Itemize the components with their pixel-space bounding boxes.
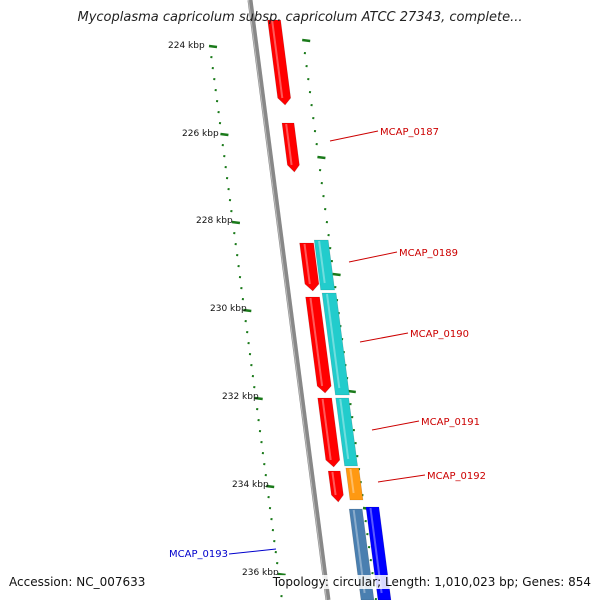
- inner-tick: [332, 272, 341, 277]
- gene-label: MCAP_0187: [380, 127, 439, 138]
- gene-red-arrow-4: [305, 296, 332, 394]
- length-value: 1,010,023 bp;: [434, 575, 519, 589]
- accession-info: Accession: NC_007633: [9, 575, 146, 589]
- gene-cyan-2: [321, 292, 350, 396]
- accession-value: NC_007633: [76, 575, 146, 589]
- map-title: Mycoplasma capricolum subsp. capricolum …: [77, 10, 523, 25]
- gene-label: MCAP_0192: [427, 471, 486, 482]
- gene-label-leader: [329, 130, 379, 142]
- gene-orange-1-highlight: [349, 468, 355, 494]
- genes-label: Genes:: [522, 575, 565, 589]
- gene-label-leader: [377, 474, 426, 483]
- backbone-line: [247, 0, 331, 600]
- gene-label-leader: [371, 420, 420, 431]
- length-label: Length:: [385, 575, 431, 589]
- gene-cyan-1-highlight: [318, 240, 326, 284]
- gene-red-arrow-1: [267, 19, 292, 106]
- inner-tick: [347, 389, 356, 394]
- gene-red-arrow-5-highlight: [321, 398, 332, 461]
- genes-value: 854: [568, 575, 591, 589]
- gene-red-arrow-6: [327, 470, 344, 503]
- gene-red-arrow-3: [299, 242, 320, 292]
- scale-label: 226 kbp: [182, 129, 219, 139]
- gene-cyan-3: [335, 397, 358, 467]
- scale-tick: [231, 220, 241, 225]
- topology-label: Topology:: [272, 575, 329, 589]
- scale-tick: [208, 44, 218, 49]
- scale-tick: [254, 396, 263, 401]
- scale-tick: [220, 132, 229, 137]
- gene-cyan-3-highlight: [339, 398, 350, 460]
- scale-label: 224 kbp: [168, 41, 205, 51]
- backbone-highlight: [248, 0, 327, 600]
- scale-tick: [266, 484, 275, 489]
- scale-label: 234 kbp: [232, 480, 269, 490]
- scale-tick: [277, 572, 286, 577]
- gene-red-arrow-1-highlight: [271, 20, 284, 99]
- genome-stats: Topology: circular; Length: 1,010,023 bp…: [272, 575, 591, 589]
- gene-label-leader: [228, 548, 277, 555]
- scale-tick: [243, 308, 252, 313]
- gene-label-leader: [359, 332, 409, 343]
- gene-label: MCAP_0189: [399, 248, 458, 259]
- inner-tick: [317, 155, 326, 160]
- inner-tick: [302, 38, 311, 43]
- gene-red-arrow-2-highlight: [285, 123, 293, 166]
- gene-red-arrow-4-highlight: [309, 297, 324, 387]
- gene-cyan-1: [313, 239, 336, 291]
- gene-red-arrow-6-highlight: [331, 471, 337, 496]
- gene-label-leader: [348, 251, 398, 263]
- scale-label: 232 kbp: [222, 392, 259, 402]
- gene-label: MCAP_0193: [169, 549, 228, 560]
- scale-label: 230 kbp: [210, 304, 247, 314]
- gene-label: MCAP_0190: [410, 329, 469, 340]
- scale-label: 236 kbp: [242, 568, 279, 578]
- gene-orange-1: [345, 467, 364, 501]
- gene-red-arrow-3-highlight: [303, 243, 311, 285]
- topology-value: circular;: [332, 575, 382, 589]
- scale-label: 228 kbp: [196, 216, 233, 226]
- gene-red-arrow-5: [317, 397, 341, 468]
- gene-cyan-2-highlight: [326, 293, 341, 389]
- gene-red-arrow-2: [281, 122, 300, 173]
- accession-label: Accession:: [9, 575, 73, 589]
- gene-label: MCAP_0191: [421, 417, 480, 428]
